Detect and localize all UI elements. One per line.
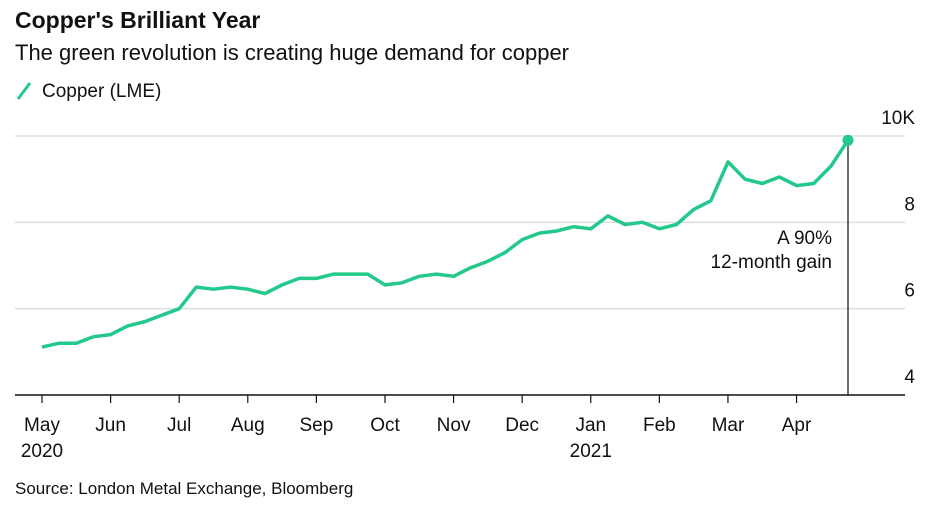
annotation: A 90% — [777, 228, 832, 249]
x-tick-label: Mar — [712, 415, 745, 436]
x-tick-label: Dec — [505, 415, 539, 436]
x-tick-label: Nov — [437, 415, 471, 436]
y-tick-label: 4 — [904, 367, 915, 388]
y-tick-label: 10K — [881, 108, 915, 129]
chart-subtitle: The green revolution is creating huge de… — [15, 40, 569, 65]
x-tick-label: Oct — [370, 415, 400, 436]
series-line — [41, 139, 850, 349]
x-year-label: 2021 — [570, 441, 612, 462]
legend-swatch — [16, 82, 32, 100]
end-point — [842, 134, 854, 146]
x-tick-label: Aug — [231, 415, 265, 436]
legend-label: Copper (LME) — [42, 81, 161, 102]
x-tick-label: Feb — [643, 415, 676, 436]
y-tick-label: 6 — [904, 281, 915, 302]
x-tick-label: Jul — [167, 415, 191, 436]
source: Source: London Metal Exchange, Bloomberg — [15, 479, 353, 498]
chart-title: Copper's Brilliant Year — [15, 7, 260, 33]
x-year-label: 2020 — [21, 441, 63, 462]
x-tick-label: Jun — [95, 415, 126, 436]
x-tick-label: May — [24, 415, 60, 436]
x-tick-label: Jan — [575, 415, 606, 436]
annotation: 12-month gain — [711, 252, 832, 273]
y-tick-label: 8 — [904, 194, 915, 215]
x-tick-label: Sep — [299, 415, 333, 436]
x-tick-label: Apr — [782, 415, 812, 436]
